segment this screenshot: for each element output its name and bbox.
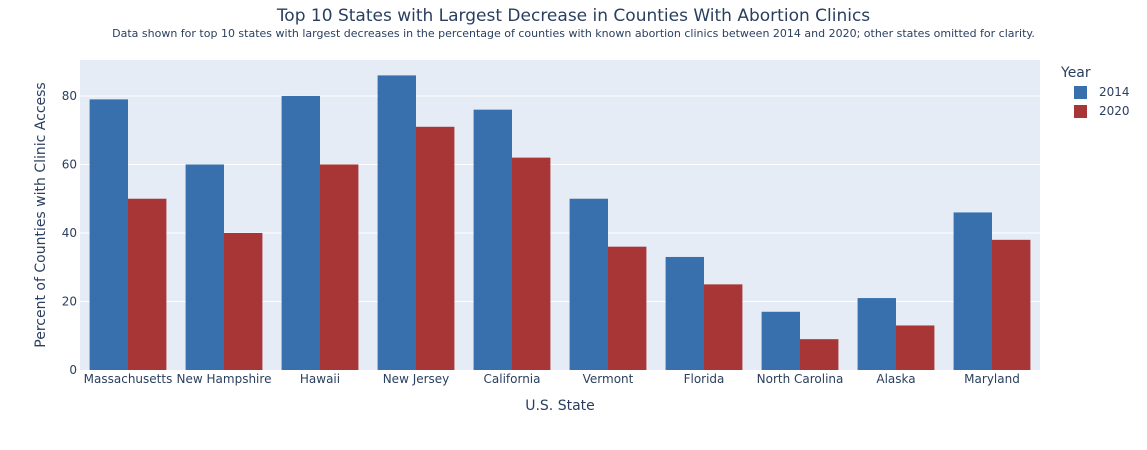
x-axis-title: U.S. State bbox=[525, 398, 595, 414]
y-tick-label: 20 bbox=[62, 294, 77, 308]
bar-2014[interactable] bbox=[185, 164, 224, 370]
bar-2014[interactable] bbox=[569, 198, 608, 370]
x-tick-label: Maryland bbox=[964, 372, 1020, 386]
bar-2020[interactable] bbox=[992, 239, 1031, 370]
x-tick-label: Massachusetts bbox=[84, 372, 173, 386]
bar-2014[interactable] bbox=[281, 95, 320, 370]
bar-2014[interactable] bbox=[473, 109, 512, 370]
bar-2020[interactable] bbox=[320, 164, 359, 370]
x-tick-label: Florida bbox=[684, 372, 725, 386]
x-tick-label: Alaska bbox=[876, 372, 915, 386]
y-tick-label: 40 bbox=[62, 226, 77, 240]
y-axis-title: Percent of Counties with Clinic Access bbox=[33, 82, 49, 347]
bar-2020[interactable] bbox=[608, 246, 647, 370]
x-tick-label: New Jersey bbox=[383, 372, 450, 386]
legend-swatch-2014 bbox=[1074, 85, 1087, 99]
y-tick-label: 60 bbox=[62, 157, 77, 171]
bar-2014[interactable] bbox=[761, 311, 800, 370]
x-tick-label: Hawaii bbox=[300, 372, 340, 386]
bar-2014[interactable] bbox=[857, 298, 896, 370]
chart-title: Top 10 States with Largest Decrease in C… bbox=[276, 6, 871, 26]
bar-2020[interactable] bbox=[416, 126, 455, 370]
bar-2020[interactable] bbox=[800, 339, 839, 370]
x-tick-label: California bbox=[484, 372, 541, 386]
chart-subtitle: Data shown for top 10 states with larges… bbox=[112, 27, 1035, 40]
bar-2020[interactable] bbox=[224, 232, 263, 370]
bar-2014[interactable] bbox=[953, 212, 992, 370]
y-tick-label: 0 bbox=[69, 363, 77, 377]
x-tick-label: Vermont bbox=[583, 372, 634, 386]
legend-label-2014: 2014 bbox=[1099, 85, 1130, 99]
legend-item-2020[interactable]: 2020 bbox=[1074, 103, 1130, 119]
legend-title: Year bbox=[1061, 65, 1091, 81]
bar-2020[interactable] bbox=[896, 325, 935, 370]
legend-label-2020: 2020 bbox=[1099, 104, 1130, 118]
y-tick-label: 80 bbox=[62, 89, 77, 103]
bar-2014[interactable] bbox=[665, 256, 704, 370]
legend-swatch-2020 bbox=[1074, 104, 1087, 118]
x-tick-label: North Carolina bbox=[757, 372, 844, 386]
bar-2020[interactable] bbox=[512, 157, 551, 370]
bar-2020[interactable] bbox=[704, 284, 743, 370]
bar-2014[interactable] bbox=[89, 99, 128, 370]
x-tick-label: New Hampshire bbox=[177, 372, 272, 386]
bar-2014[interactable] bbox=[377, 75, 416, 370]
legend-item-2014[interactable]: 2014 bbox=[1074, 84, 1130, 100]
bar-2020[interactable] bbox=[128, 198, 167, 370]
